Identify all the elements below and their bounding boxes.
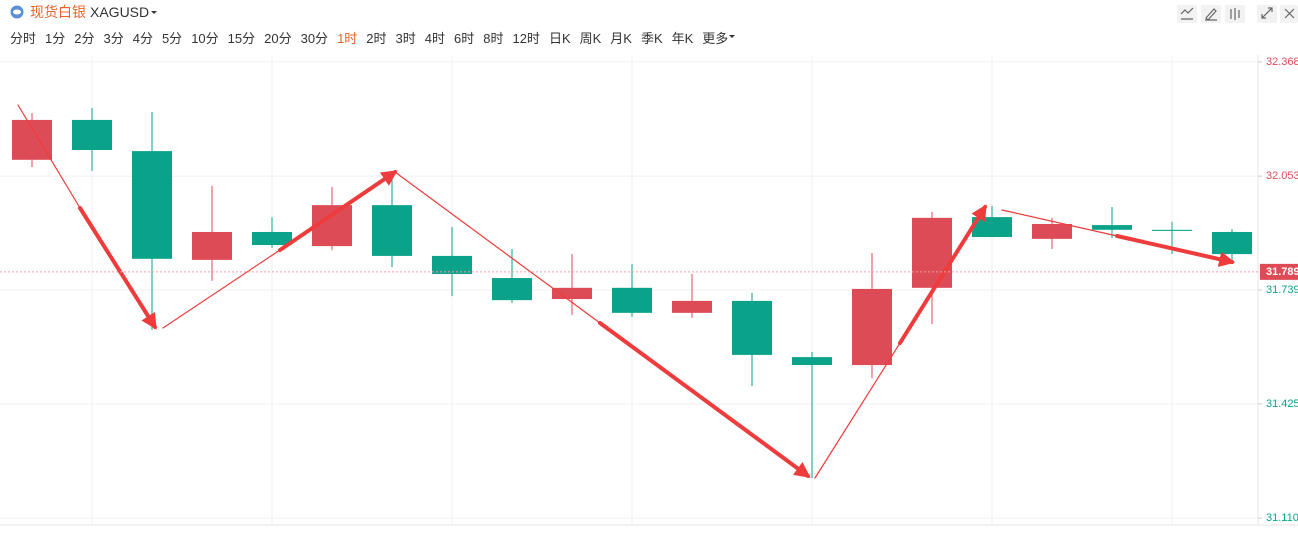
period-button[interactable]: 周K [579,31,602,46]
annotation-arrows [17,104,1236,479]
candle-body [252,231,292,246]
y-tick-label: 32.368 [1266,56,1298,68]
candle-body [612,287,652,313]
toolbar-icons [1177,5,1298,23]
period-button[interactable]: 30分 [300,31,329,46]
candle-body [132,151,172,259]
candle-body [1092,225,1132,230]
period-button[interactable]: 8时 [483,31,504,46]
period-button[interactable]: 4分 [132,31,153,46]
logo [10,5,24,19]
period-button[interactable]: 季K [640,31,663,46]
y-tick-label: 31.110 [1266,512,1298,524]
period-button[interactable]: 2分 [74,31,95,46]
candle-body [912,217,952,288]
period-button[interactable]: 1分 [45,31,66,46]
candle-body [792,357,832,366]
period-button[interactable]: 1时 [337,31,358,46]
period-button[interactable]: 2时 [366,31,387,46]
candle-body [672,300,712,313]
period-button[interactable]: 更多 [702,31,729,46]
candle-body [192,231,232,260]
period-bar: 分时 1分 2分 3分 4分 5分 10分 15分 20分 30分 1时 2时 3时 4时 6时 8时 12时日… [10,28,736,47]
title-bar: 现货白银 XAGUSD [10,3,159,21]
current-price-box [1260,263,1298,280]
period-button[interactable]: 12时 [512,31,540,46]
candle-body [12,119,52,160]
candle-body [1152,229,1192,231]
period-button[interactable]: 10分 [191,31,219,46]
icon-button[interactable] [1257,5,1277,23]
candle-body [732,300,772,355]
period-button[interactable]: 分时 [10,31,37,46]
candle-body [852,288,892,366]
dropdown-caret [729,35,736,38]
current-price-label: 31.789 [1266,266,1298,278]
dropdown-caret [151,11,158,14]
title: 现货白银 [30,4,86,20]
period-button[interactable]: 日K [548,31,571,46]
period-button[interactable]: 3时 [395,31,416,46]
candle-body [372,205,412,256]
candle-body [492,278,532,301]
period-button[interactable]: 3分 [103,31,124,46]
period-button[interactable]: 6时 [454,31,475,46]
period-button[interactable]: 15分 [227,31,256,46]
plot [0,61,1258,519]
candle-body [1212,231,1252,255]
symbol[interactable]: XAGUSD [90,4,150,20]
candle-body [552,287,592,300]
y-tick-label: 31.425 [1266,398,1298,410]
candle-body [72,119,112,151]
period-button[interactable]: 月K [610,31,632,46]
candle-body [1032,223,1072,239]
period-button[interactable]: 5分 [161,31,183,46]
y-tick-label: 31.739 [1266,284,1298,296]
period-button[interactable]: 4时 [424,31,445,46]
candle-body [432,255,472,275]
period-button[interactable]: 20分 [264,31,292,46]
icon-button[interactable] [1177,5,1197,23]
period-button[interactable]: 年K [671,31,694,46]
y-tick-label: 32.053 [1266,170,1298,182]
